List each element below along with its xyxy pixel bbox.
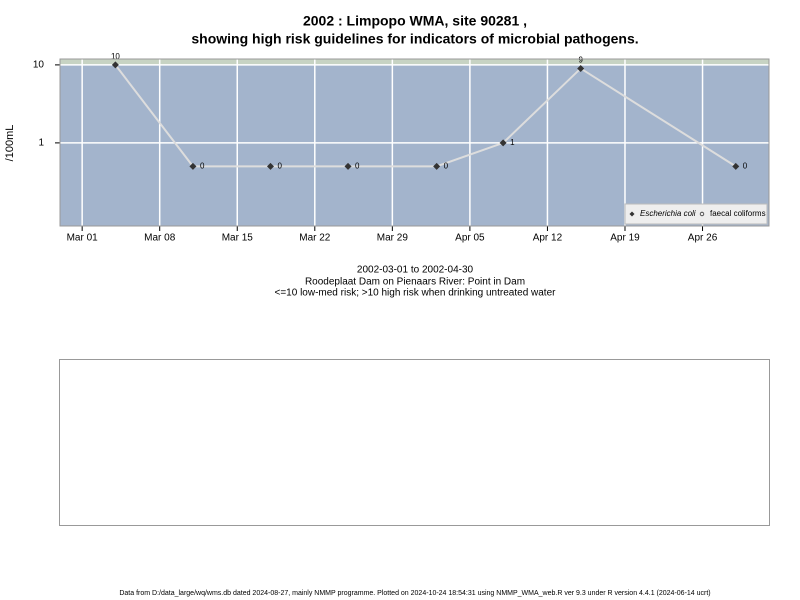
legend-symbol <box>629 211 635 217</box>
series-line <box>114 64 737 168</box>
x-tick-label: Apr 19 <box>610 233 640 244</box>
legend-symbol <box>699 211 705 217</box>
data-point <box>577 64 585 72</box>
data-label: 9 <box>578 56 583 65</box>
empty-panel <box>59 359 770 526</box>
legend-label: Escherichia coli <box>640 209 696 218</box>
data-label: 0 <box>200 161 205 170</box>
data-point <box>344 162 352 170</box>
legend-box <box>624 203 768 225</box>
data-label: 10 <box>111 52 120 61</box>
data-point <box>499 139 507 147</box>
footer: Data from D:/data_large/wq/wms.db dated … <box>119 590 710 597</box>
x-tick-label: Mar 15 <box>222 233 254 244</box>
data-label: 0 <box>444 161 449 170</box>
data-label: 0 <box>743 161 748 170</box>
y-tick-label: 1 <box>38 138 44 149</box>
data-point <box>111 61 119 69</box>
x-tick-label: Mar 29 <box>377 233 409 244</box>
plot-border <box>59 58 770 227</box>
data-label: 0 <box>277 161 282 170</box>
x-tick-label: Mar 22 <box>299 233 331 244</box>
note: <=10 low-med risk; >10 high risk when dr… <box>275 288 557 299</box>
data-point <box>732 162 740 170</box>
x-tick-label: Mar 08 <box>144 233 176 244</box>
data-point <box>433 162 441 170</box>
x-tick-label: Apr 12 <box>533 233 563 244</box>
note: 2002-03-01 to 2002-04-30 <box>357 265 474 276</box>
x-tick-label: Apr 26 <box>688 233 718 244</box>
chart-title: 2002 : Limpopo WMA, site 90281 , <box>303 13 527 29</box>
data-point <box>266 162 274 170</box>
data-label: 1 <box>510 138 515 147</box>
x-tick-label: Mar 01 <box>67 233 99 244</box>
note: Roodeplaat Dam on Pienaars River: Point … <box>305 277 525 288</box>
chart-title: showing high risk guidelines for indicat… <box>191 31 638 47</box>
y-tick-label: 10 <box>33 60 45 71</box>
guideline-band <box>60 59 769 65</box>
data-label: 0 <box>355 161 360 170</box>
legend-label: faecal coliforms <box>710 209 766 218</box>
x-tick-label: Apr 05 <box>455 233 485 244</box>
data-point <box>189 162 197 170</box>
y-axis-label: /100mL <box>4 125 16 162</box>
